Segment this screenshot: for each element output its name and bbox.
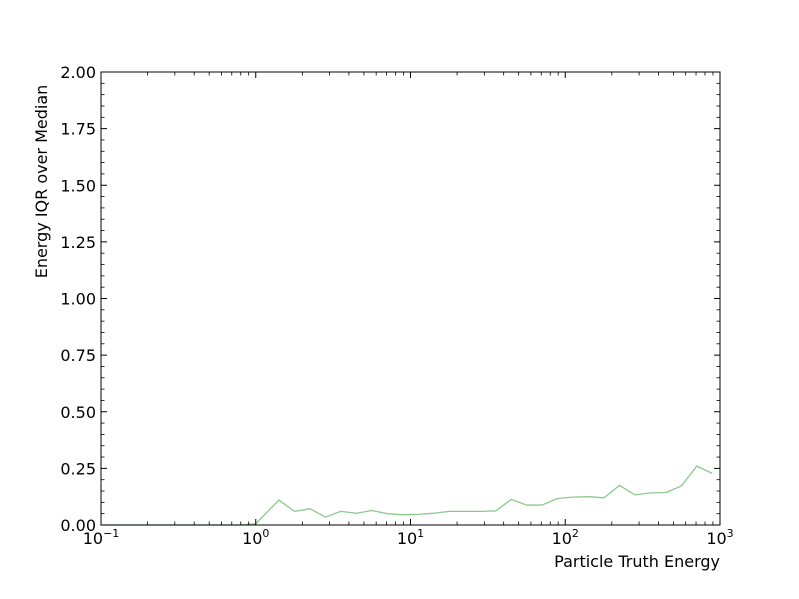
y-tick-label: 1.00 bbox=[60, 290, 96, 309]
y-tick-label: 1.50 bbox=[60, 176, 96, 195]
y-axis-label: Energy IQR over Median bbox=[32, 85, 51, 279]
y-tick-label: 0.25 bbox=[60, 459, 96, 478]
y-tick-label: 0.50 bbox=[60, 403, 96, 422]
x-tick-label: 103 bbox=[706, 527, 733, 548]
tick-labels: 10−1 100 101 102 103 0.00 0.25 0.50 0.75 1.00 1.25… bbox=[60, 63, 733, 548]
y-tick-label: 0.00 bbox=[60, 516, 96, 535]
x-tick-label: 101 bbox=[397, 527, 424, 548]
y-tick-label: 0.75 bbox=[60, 346, 96, 365]
y-tick-label: 1.25 bbox=[60, 233, 96, 252]
y-tick-label: 2.00 bbox=[60, 63, 96, 82]
tick-marks bbox=[100, 71, 721, 526]
x-tick-label: 100 bbox=[242, 527, 269, 548]
x-axis-label: Particle Truth Energy bbox=[554, 552, 720, 571]
x-tick-label: 102 bbox=[552, 527, 579, 548]
y-tick-label: 1.75 bbox=[60, 120, 96, 139]
x-tick-label: 10−1 bbox=[83, 527, 120, 548]
